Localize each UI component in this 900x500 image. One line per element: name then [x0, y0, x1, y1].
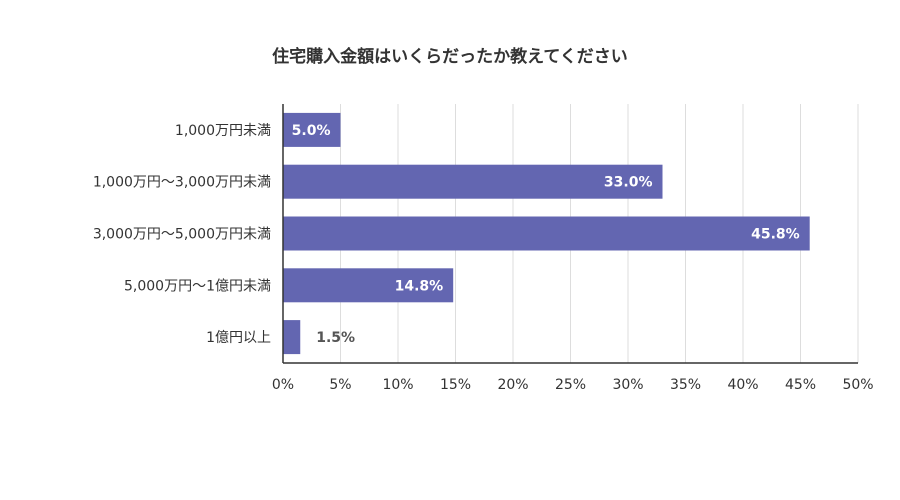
category-label: 1,000万円～3,000万円未満 — [93, 175, 271, 191]
x-tick-label: 15% — [440, 377, 471, 393]
x-tick-label: 40% — [727, 377, 758, 393]
x-tick-label: 50% — [842, 377, 873, 393]
bar — [283, 268, 454, 303]
data-label: 1.5% — [316, 330, 355, 346]
bar — [283, 112, 341, 147]
data-label: 5.0% — [292, 123, 331, 139]
bars: 5.0% 33.0% 45.8% 14.8% 1.5% — [283, 112, 810, 355]
data-label: 33.0% — [604, 175, 653, 191]
chart-title: 住宅購入金額はいくらだったか教えてください — [272, 46, 628, 67]
x-tick-label: 10% — [382, 377, 413, 393]
category-label: 1億円以上 — [206, 330, 271, 346]
x-tick-label: 20% — [497, 377, 528, 393]
category-label: 5,000万円～1億円未満 — [124, 278, 271, 294]
x-tick-label: 35% — [670, 377, 701, 393]
category-labels: 1,000万円未満 1,000万円～3,000万円未満 3,000万円～5,000万… — [93, 123, 271, 346]
data-label: 45.8% — [751, 227, 800, 243]
x-tick-label: 5% — [329, 377, 351, 393]
x-tick-label: 45% — [785, 377, 816, 393]
x-tick-label: 25% — [555, 377, 586, 393]
bar — [283, 164, 663, 199]
category-label: 3,000万円～5,000万円未満 — [93, 227, 271, 243]
x-tick-label: 0% — [272, 377, 294, 393]
x-axis-ticks: 0% 5% 10% 15% 20% 25% 30% 35% 40% 45% 50% — [272, 377, 874, 393]
bar — [283, 320, 301, 355]
x-tick-label: 30% — [612, 377, 643, 393]
data-label: 14.8% — [395, 278, 444, 294]
bar — [283, 216, 810, 251]
category-label: 1,000万円未満 — [175, 123, 271, 139]
